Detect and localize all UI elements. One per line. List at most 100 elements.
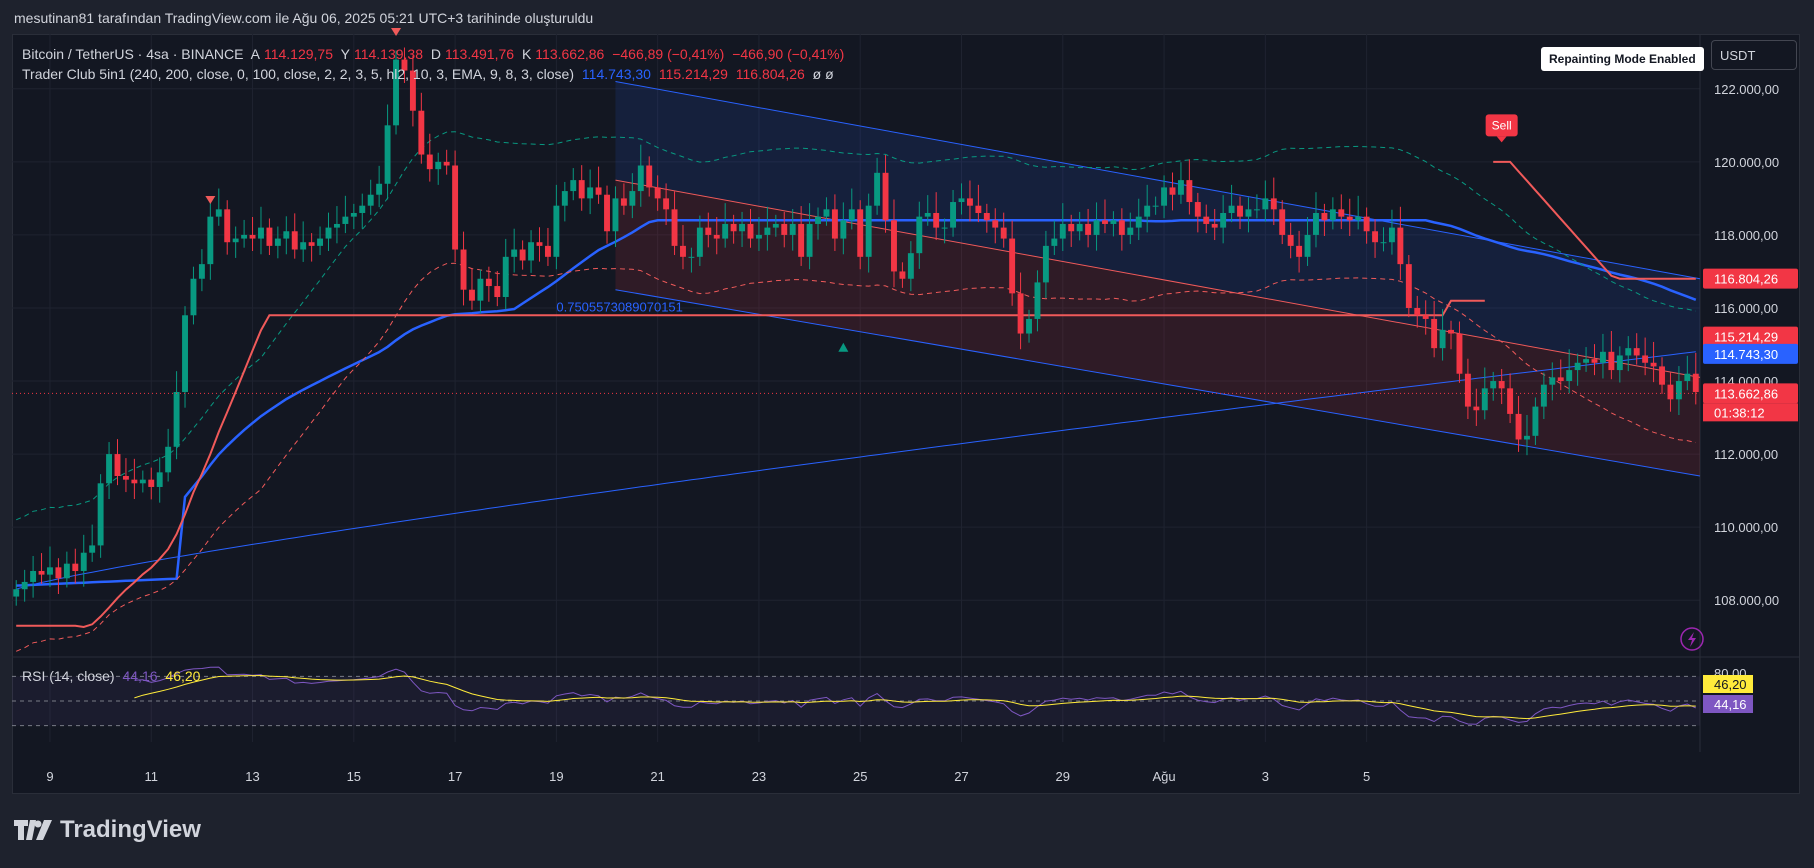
candle-body bbox=[1692, 373, 1699, 392]
candle-body bbox=[815, 216, 821, 224]
candle-body bbox=[1507, 388, 1514, 414]
candle-body bbox=[1220, 212, 1227, 228]
candle-body bbox=[89, 545, 96, 553]
candle-body bbox=[1102, 220, 1108, 224]
candle-body bbox=[139, 479, 146, 484]
candle-body bbox=[1473, 406, 1480, 411]
candle-body bbox=[1245, 209, 1252, 217]
candle-body bbox=[553, 205, 560, 257]
indicator-name[interactable]: Trader Club 5in1 (240, 200, close, 0, 10… bbox=[22, 66, 575, 82]
candle-body bbox=[1203, 216, 1210, 224]
candle-body bbox=[485, 278, 492, 287]
candle-body bbox=[840, 220, 847, 239]
candle-body bbox=[291, 231, 298, 250]
x-tick-label: 13 bbox=[245, 769, 259, 784]
y-tick-label: 122.000,00 bbox=[1714, 82, 1779, 97]
candle-body bbox=[874, 172, 881, 206]
price-tag-value: 114.743,30 bbox=[1714, 347, 1778, 362]
candle-body bbox=[1034, 282, 1041, 319]
x-tick-label: 29 bbox=[1056, 769, 1070, 784]
tradingview-logo-icon bbox=[14, 820, 52, 840]
candle-body bbox=[1397, 227, 1404, 265]
candle-body bbox=[182, 315, 188, 392]
candle-body bbox=[950, 202, 957, 228]
candle-body bbox=[966, 198, 973, 206]
candle-body bbox=[865, 205, 872, 257]
candle-body bbox=[426, 154, 433, 170]
candle-body bbox=[848, 209, 855, 221]
candle-body bbox=[367, 194, 374, 206]
candle-body bbox=[1464, 373, 1471, 407]
candle-body bbox=[1566, 370, 1573, 382]
candle-body bbox=[1279, 209, 1286, 235]
candle-body bbox=[654, 187, 661, 199]
tradingview-brand[interactable]: TradingView bbox=[14, 816, 201, 844]
candle-body bbox=[266, 227, 273, 246]
x-tick-label: 19 bbox=[549, 769, 563, 784]
price-tag-value: 115.214,29 bbox=[1714, 330, 1778, 345]
candle-body bbox=[38, 570, 45, 575]
sell-signal-pointer bbox=[1496, 136, 1507, 143]
candle-body bbox=[1042, 245, 1049, 283]
chart-frame[interactable] bbox=[12, 34, 1800, 794]
candle-body bbox=[1524, 435, 1530, 440]
indicator-value-2: 115.214,29 bbox=[658, 66, 728, 82]
candle-body bbox=[393, 59, 399, 126]
y-tick-label: 118.000,00 bbox=[1714, 228, 1778, 243]
candle-body bbox=[1321, 212, 1328, 221]
candle-body bbox=[460, 249, 467, 290]
candle-body bbox=[1177, 180, 1184, 195]
fib-level-label: 0.7505573089070151 bbox=[556, 300, 683, 315]
candle-body bbox=[1372, 231, 1379, 243]
open-value: 114.129,75 bbox=[263, 46, 333, 62]
candle-body bbox=[764, 227, 771, 235]
candle-body bbox=[207, 216, 214, 265]
candle-body bbox=[494, 286, 501, 298]
candle-body bbox=[131, 479, 138, 484]
rsi-name[interactable]: RSI (14, close) bbox=[22, 668, 115, 684]
candle-body bbox=[232, 238, 239, 243]
sell-signal-label: Sell bbox=[1492, 118, 1512, 132]
candle-body bbox=[106, 454, 113, 484]
candle-body bbox=[941, 227, 948, 229]
symbol-name[interactable]: Bitcoin / TetherUS · 4sa · BINANCE bbox=[22, 46, 244, 62]
candle-body bbox=[680, 245, 686, 257]
candle-body bbox=[30, 570, 37, 582]
x-tick-label: 25 bbox=[853, 769, 867, 784]
candle-body bbox=[1684, 373, 1691, 382]
candle-body bbox=[452, 165, 459, 250]
candle-body bbox=[1498, 381, 1505, 389]
candle-body bbox=[1270, 198, 1277, 210]
candle-body bbox=[1380, 242, 1387, 244]
candle-body bbox=[1026, 318, 1032, 334]
price-tag bbox=[1703, 268, 1798, 289]
x-tick-label: 17 bbox=[448, 769, 462, 784]
currency-selector[interactable]: USDT bbox=[1711, 40, 1797, 70]
rsi-ma-tag bbox=[1703, 675, 1753, 693]
candle-body bbox=[933, 212, 940, 228]
symbol-legend: Bitcoin / TetherUS · 4sa · BINANCE A 114.… bbox=[22, 46, 848, 62]
candle-body bbox=[1557, 377, 1564, 382]
countdown-value: 01:38:12 bbox=[1714, 405, 1765, 420]
candle-body bbox=[1549, 377, 1556, 385]
pivot-high-marker bbox=[205, 196, 216, 205]
candle-body bbox=[274, 238, 281, 246]
indicator-value-4: ø ø bbox=[812, 66, 834, 82]
candle-body bbox=[224, 209, 231, 243]
candle-body bbox=[1068, 223, 1075, 232]
y-tick-label: 112.000,00 bbox=[1714, 447, 1778, 462]
candle-body bbox=[80, 552, 87, 571]
candle-body bbox=[747, 223, 754, 239]
candle-body bbox=[1051, 238, 1058, 246]
candle-body bbox=[1456, 333, 1463, 374]
candle-body bbox=[1625, 348, 1632, 356]
candle-body bbox=[1414, 307, 1421, 316]
y-tick-label: 116.000,00 bbox=[1714, 301, 1778, 316]
candle-body bbox=[1152, 205, 1159, 207]
candle-body bbox=[1431, 318, 1438, 349]
candle-body bbox=[781, 223, 788, 235]
price-tag bbox=[1703, 383, 1798, 404]
candle-body bbox=[595, 187, 602, 195]
x-tick-label: 3 bbox=[1262, 769, 1269, 784]
